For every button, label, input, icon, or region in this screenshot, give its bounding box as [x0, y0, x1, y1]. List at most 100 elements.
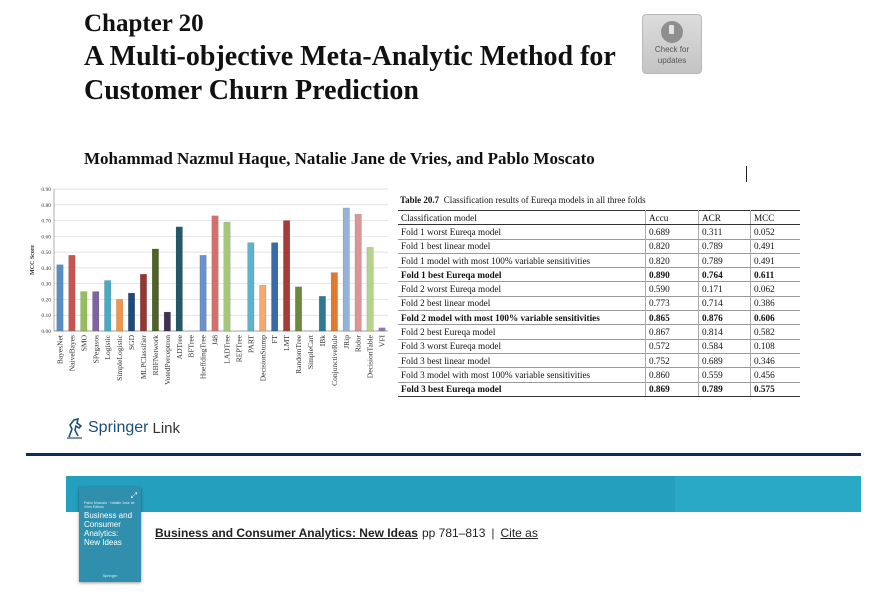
mcc-bar-chart: 0.00 0.10 0.20 0.30 0.40 0.50 0.60 0.70 0.80 0.90…	[30, 187, 388, 386]
book-cover[interactable]: ⤢ Pablo Moscato · Natalie Jane de Vries …	[79, 487, 141, 582]
x-tick-label: ADTree	[175, 334, 184, 359]
table-row: Fold 1 worst Eureqa model 0.689 0.311 0.052	[398, 224, 800, 240]
x-tick-label: DecisionTable	[366, 334, 375, 378]
chapter-authors: Mohammad Nazmul Haque, Natalie Jane de V…	[84, 149, 595, 168]
cell-accu: 0.689	[645, 224, 699, 240]
chapter-number: Chapter 20	[84, 10, 204, 37]
cell-acr: 0.876	[698, 310, 751, 325]
cell-mcc: 0.052	[750, 224, 800, 240]
book-cover-editors: Pablo Moscato · Natalie Jane de Vries Ed…	[84, 501, 135, 509]
book-banner-right	[675, 476, 861, 512]
cell-mcc: 0.491	[750, 238, 800, 254]
cell-acr: 0.689	[698, 352, 751, 368]
header-divider	[26, 453, 861, 456]
bar-SGD	[128, 292, 135, 332]
check-updates-line1: Check for	[654, 45, 690, 54]
x-tick-label: MLPClassifier	[139, 335, 148, 380]
table-caption-text: Classification results of Eureqa models …	[443, 195, 646, 205]
cell-mcc: 0.491	[750, 252, 800, 268]
bar-RandomTree	[295, 286, 302, 332]
bar-SMO	[80, 291, 88, 332]
y-tick-label: 0.80	[41, 203, 51, 209]
x-tick-label: SMO	[79, 334, 88, 351]
header-model: Classification model	[398, 209, 646, 226]
bar-LADTree	[223, 221, 231, 332]
x-tick-label: JRip	[342, 335, 351, 349]
cell-acr: 0.764	[698, 267, 751, 282]
cell-accu: 0.820	[645, 252, 699, 268]
bar-VFI	[378, 327, 386, 332]
bar-SPegasos	[92, 291, 100, 332]
x-tick-label: RBFNetwork	[151, 335, 160, 376]
x-tick-label: REPTree	[234, 334, 243, 362]
table-row: Fold 2 worst Eureqa model 0.590 0.171 0.062	[398, 281, 800, 297]
x-tick-label: SimpleLogistic	[115, 334, 124, 381]
table-row: Fold 1 best Eureqa model 0.890 0.764 0.611	[398, 267, 800, 282]
table-row: Fold 3 worst Eureqa model 0.572 0.584 0.108	[398, 338, 800, 354]
book-info-line: Business and Consumer Analytics: New Ide…	[155, 526, 538, 540]
bar-RBFNetwork	[151, 248, 159, 332]
chapter-title: A Multi-objective Meta-Analytic Method f…	[84, 41, 616, 106]
cell-model: Fold 2 model with most 100% variable sen…	[398, 310, 646, 325]
cell-accu: 0.773	[645, 295, 699, 311]
x-tick-label: Logistic	[103, 334, 112, 359]
cell-model: Fold 1 worst Eureqa model	[398, 224, 646, 240]
bar-Ridor	[354, 214, 362, 332]
table-caption: Table 20.7 Classification results of Eur…	[400, 195, 646, 205]
cell-mcc: 0.575	[750, 381, 800, 397]
y-tick-label: 0.70	[41, 219, 51, 225]
table-row: Fold 2 best Eureqa model 0.867 0.814 0.582	[398, 324, 800, 340]
x-tick-label: FT	[270, 335, 279, 344]
x-tick-label: NaiveBayes	[67, 335, 76, 371]
bar-IBk	[318, 296, 326, 332]
cell-mcc: 0.606	[750, 310, 800, 325]
header-accu: Accu	[645, 209, 699, 226]
bar-J48	[211, 215, 219, 332]
x-tick-label: SimpleCart	[306, 334, 315, 369]
bar-LMT	[283, 220, 291, 332]
bar-Logistic	[104, 280, 112, 332]
cell-accu: 0.867	[645, 324, 699, 340]
cell-mcc: 0.386	[750, 295, 800, 311]
x-tick-label: LADTree	[222, 334, 231, 364]
springer-link-logo[interactable]: Springer Link	[66, 417, 180, 439]
y-tick-label: 0.10	[41, 313, 51, 319]
bar-VotedPerceptron	[163, 311, 171, 332]
table-row: Fold 1 model with most 100% variable sen…	[398, 252, 800, 268]
y-tick-label: 0.60	[41, 234, 51, 240]
cell-accu: 0.752	[645, 352, 699, 368]
cite-as-link[interactable]: Cite as	[500, 526, 538, 540]
cell-acr: 0.789	[698, 252, 751, 268]
book-cover-title: Business and Consumer Analytics: New Ide…	[84, 511, 133, 547]
expand-icon: ⤢	[130, 491, 137, 500]
x-tick-label: PART	[246, 335, 255, 353]
table-row: Fold 3 best linear model 0.752 0.689 0.346	[398, 352, 800, 368]
cell-accu: 0.572	[645, 338, 699, 354]
header-acr: ACR	[698, 209, 751, 226]
bar-SimpleLogistic	[116, 299, 124, 332]
y-tick-label: 0.90	[41, 187, 51, 193]
cell-model: Fold 1 best Eureqa model	[398, 267, 646, 282]
cell-accu: 0.590	[645, 281, 699, 297]
cell-acr: 0.789	[698, 381, 751, 397]
cell-model: Fold 3 best Eureqa model	[398, 381, 646, 397]
springer-horse-icon	[67, 417, 83, 439]
cell-model: Fold 3 model with most 100% variable sen…	[398, 367, 646, 383]
check-updates-line2: updates	[657, 56, 687, 65]
cell-model: Fold 2 worst Eureqa model	[398, 281, 646, 297]
cell-acr: 0.311	[698, 224, 751, 240]
check-for-updates-button[interactable]: Check for updates	[642, 14, 702, 74]
cell-accu: 0.820	[645, 238, 699, 254]
header-mcc: MCC	[750, 209, 800, 226]
x-tick-label: VotedPerceptron	[163, 335, 172, 385]
bar-ConjunctiveRule	[330, 272, 338, 332]
results-table: Classification model Accu ACR MCC Fold 1…	[398, 209, 800, 397]
cell-mcc: 0.456	[750, 367, 800, 383]
cell-mcc: 0.108	[750, 338, 800, 354]
x-tick-label: HoeffdingTree	[199, 334, 208, 379]
book-title-link[interactable]: Business and Consumer Analytics: New Ide…	[155, 526, 418, 540]
x-tick-label: BFTree	[187, 334, 196, 357]
springer-link-text: Link	[152, 419, 181, 437]
table-caption-label: Table 20.7	[400, 195, 440, 205]
cell-acr: 0.171	[698, 281, 751, 297]
